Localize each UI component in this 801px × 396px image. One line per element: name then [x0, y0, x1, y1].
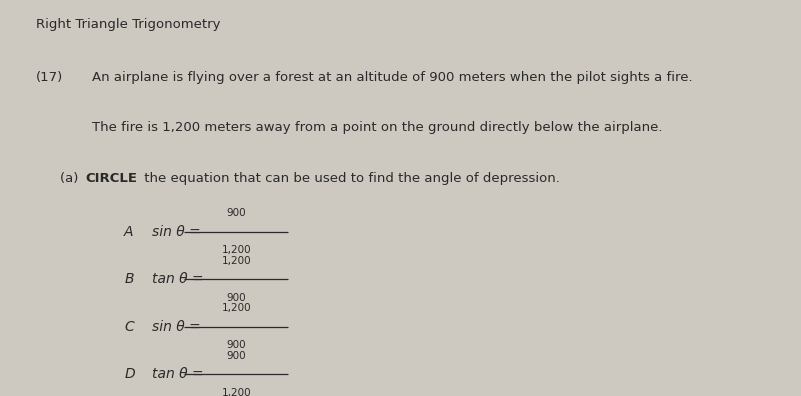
Text: sin θ =: sin θ = — [152, 225, 205, 239]
Text: the equation that can be used to find the angle of depression.: the equation that can be used to find th… — [140, 172, 560, 185]
Text: 900: 900 — [227, 208, 246, 218]
Text: tan θ =: tan θ = — [152, 272, 208, 286]
Text: CIRCLE: CIRCLE — [86, 172, 138, 185]
Text: 1,200: 1,200 — [222, 388, 251, 396]
Text: (17): (17) — [36, 71, 63, 84]
Text: A: A — [124, 225, 134, 239]
Text: C: C — [124, 320, 134, 334]
Text: 900: 900 — [227, 351, 246, 361]
Text: Right Triangle Trigonometry: Right Triangle Trigonometry — [36, 18, 220, 31]
Text: An airplane is flying over a forest at an altitude of 900 meters when the pilot : An airplane is flying over a forest at a… — [92, 71, 693, 84]
Text: B: B — [124, 272, 134, 286]
Text: The fire is 1,200 meters away from a point on the ground directly below the airp: The fire is 1,200 meters away from a poi… — [92, 121, 662, 134]
Text: D: D — [124, 367, 135, 381]
Text: 1,200: 1,200 — [222, 245, 251, 255]
Text: tan θ =: tan θ = — [152, 367, 208, 381]
Text: (a): (a) — [60, 172, 83, 185]
Text: 1,200: 1,200 — [222, 256, 251, 266]
Text: 900: 900 — [227, 293, 246, 303]
Text: 900: 900 — [227, 340, 246, 350]
Text: 1,200: 1,200 — [222, 303, 251, 313]
Text: sin θ =: sin θ = — [152, 320, 205, 334]
